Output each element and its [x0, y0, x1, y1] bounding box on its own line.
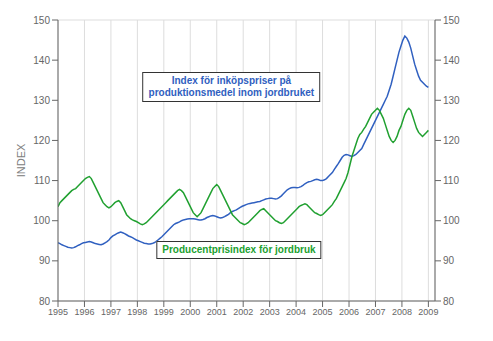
svg-text:140: 140 — [33, 55, 50, 66]
svg-text:2006: 2006 — [339, 307, 359, 317]
svg-text:140: 140 — [443, 55, 460, 66]
svg-text:INDEX: INDEX — [15, 143, 27, 177]
svg-text:2007: 2007 — [365, 307, 385, 317]
svg-text:110: 110 — [443, 175, 459, 186]
svg-text:90: 90 — [443, 255, 455, 266]
svg-text:2002: 2002 — [233, 307, 253, 317]
svg-text:2001: 2001 — [207, 307, 227, 317]
svg-text:80: 80 — [39, 296, 51, 307]
svg-text:130: 130 — [443, 95, 460, 106]
svg-text:120: 120 — [443, 135, 460, 146]
svg-text:1996: 1996 — [74, 307, 94, 317]
svg-text:2005: 2005 — [313, 307, 333, 317]
svg-text:1998: 1998 — [127, 307, 147, 317]
html-text:Producentprisindex för jordbru: Producentprisindex för jordbruk — [162, 244, 316, 256]
svg-text:1995: 1995 — [48, 307, 68, 317]
svg-text:100: 100 — [33, 215, 50, 226]
svg-text:90: 90 — [39, 255, 51, 266]
html-text:Index för inköpspriser på prod: Index för inköpspriser på produktionsmed… — [148, 75, 315, 99]
svg-text:1999: 1999 — [154, 307, 174, 317]
svg-text:100: 100 — [443, 215, 460, 226]
svg-text:150: 150 — [33, 15, 50, 26]
svg-text:120: 120 — [33, 135, 50, 146]
svg-text:130: 130 — [33, 95, 50, 106]
svg-text:2004: 2004 — [286, 307, 306, 317]
svg-text:2008: 2008 — [392, 307, 412, 317]
svg-text:2003: 2003 — [260, 307, 280, 317]
svg-text:150: 150 — [443, 15, 460, 26]
svg-text:80: 80 — [443, 296, 455, 307]
svg-text:2000: 2000 — [180, 307, 200, 317]
svg-text:110: 110 — [34, 175, 50, 186]
svg-text:2009: 2009 — [418, 307, 438, 317]
svg-text:1997: 1997 — [101, 307, 121, 317]
